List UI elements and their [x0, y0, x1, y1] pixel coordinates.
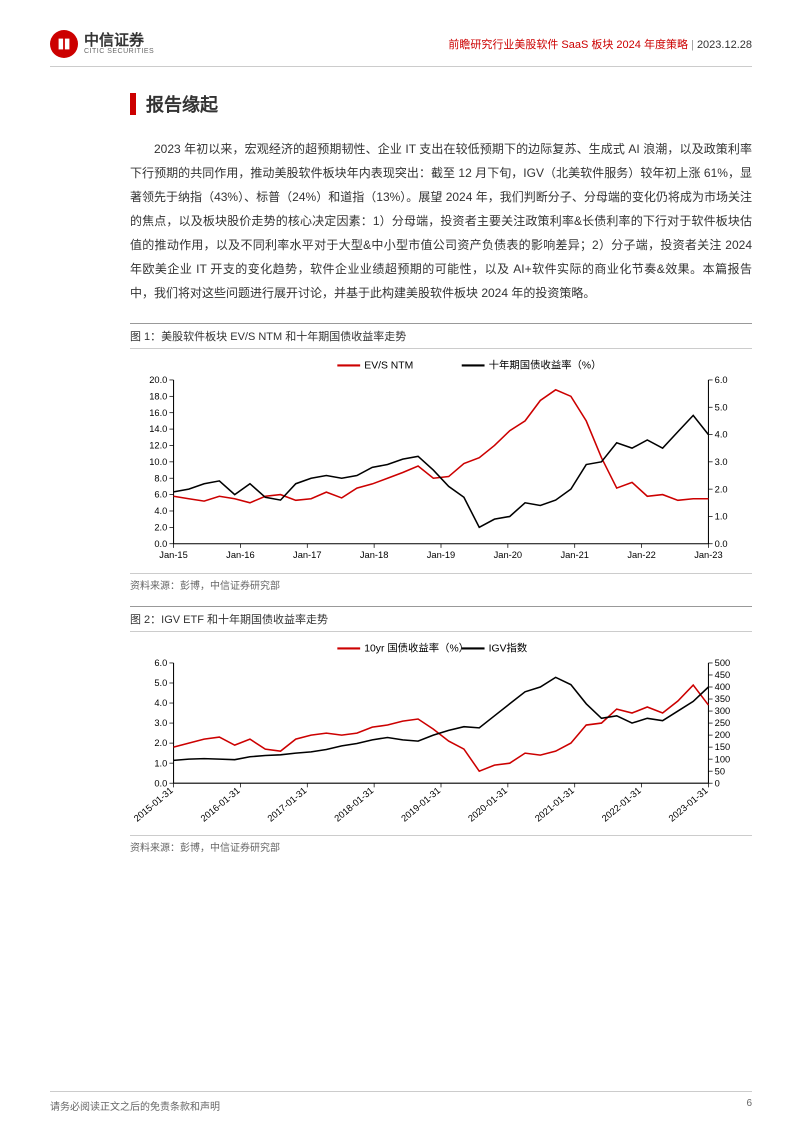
svg-text:300: 300 [715, 706, 731, 716]
page-footer: 请务必阅读正文之后的免责条款和声明 6 [50, 1091, 752, 1113]
chart-2-block: 图 2：IGV ETF 和十年期国债收益率走势 10yr 国债收益率（%） IGV… [130, 606, 752, 854]
section-heading: 报告缘起 [130, 91, 752, 117]
chart-1: EV/S NTM 十年期国债收益率（%） 0.0 2.0 4.0 6.0 8.0 10.0 12… [130, 353, 752, 571]
svg-text:20.0: 20.0 [149, 375, 167, 385]
svg-text:2.0: 2.0 [154, 738, 167, 748]
svg-text:Jan-18: Jan-18 [360, 550, 388, 560]
svg-text:1.0: 1.0 [715, 512, 728, 522]
header-divider [50, 66, 752, 67]
svg-text:5.0: 5.0 [715, 402, 728, 412]
footer-disclaimer: 请务必阅读正文之后的免责条款和声明 [50, 1098, 220, 1113]
chart-2: 10yr 国债收益率（%）IGV指数0.01.02.03.04.05.06.00… [130, 636, 752, 833]
svg-text:Jan-17: Jan-17 [293, 550, 321, 560]
svg-text:2017-01-31: 2017-01-31 [266, 785, 309, 823]
svg-text:2.0: 2.0 [154, 522, 167, 532]
svg-text:2015-01-31: 2015-01-31 [132, 785, 175, 823]
logo: 中信证券 CITIC SECURITIES [50, 30, 154, 58]
svg-text:50: 50 [715, 766, 725, 776]
svg-text:1.0: 1.0 [154, 758, 167, 768]
svg-text:4.0: 4.0 [715, 430, 728, 440]
svg-text:150: 150 [715, 742, 731, 752]
chart-1-title: 图 1：美股软件板块 EV/S NTM 和十年期国债收益率走势 [130, 323, 752, 349]
svg-text:18.0: 18.0 [149, 391, 167, 401]
svg-text:6.0: 6.0 [715, 375, 728, 385]
footer-page-number: 6 [746, 1098, 752, 1113]
svg-text:16.0: 16.0 [149, 408, 167, 418]
svg-text:2023-01-31: 2023-01-31 [667, 785, 710, 823]
section-marker-icon [130, 93, 136, 115]
svg-text:5.0: 5.0 [154, 678, 167, 688]
svg-text:350: 350 [715, 694, 731, 704]
svg-text:8.0: 8.0 [154, 473, 167, 483]
svg-text:Jan-20: Jan-20 [494, 550, 522, 560]
svg-text:IGV指数: IGV指数 [489, 641, 528, 654]
svg-text:Jan-16: Jan-16 [226, 550, 254, 560]
svg-text:250: 250 [715, 718, 731, 728]
svg-text:2016-01-31: 2016-01-31 [199, 785, 242, 823]
svg-text:14.0: 14.0 [149, 424, 167, 434]
svg-text:200: 200 [715, 730, 731, 740]
logo-text-cn: 中信证券 [84, 33, 154, 48]
svg-text:4.0: 4.0 [154, 698, 167, 708]
chart-2-source: 资料来源：彭博，中信证券研究部 [130, 835, 752, 854]
logo-icon [50, 30, 78, 58]
header-title-block: 前瞻研究行业美股软件 SaaS 板块 2024 年度策略 | 2023.12.2… [448, 36, 752, 52]
svg-text:12.0: 12.0 [149, 441, 167, 451]
svg-text:2021-01-31: 2021-01-31 [533, 785, 576, 823]
body-paragraph: 2023 年初以来，宏观经济的超预期韧性、企业 IT 支出在较低预期下的边际复苏… [130, 137, 752, 305]
svg-text:Jan-23: Jan-23 [694, 550, 722, 560]
svg-text:3.0: 3.0 [715, 457, 728, 467]
svg-text:10yr 国债收益率（%）: 10yr 国债收益率（%） [364, 641, 469, 654]
svg-text:500: 500 [715, 658, 731, 668]
svg-text:10.0: 10.0 [149, 457, 167, 467]
header-date: 2023.12.28 [697, 39, 752, 51]
svg-text:100: 100 [715, 754, 731, 764]
svg-text:400: 400 [715, 682, 731, 692]
svg-text:EV/S NTM: EV/S NTM [364, 361, 413, 372]
svg-text:4.0: 4.0 [154, 506, 167, 516]
svg-text:450: 450 [715, 670, 731, 680]
svg-text:3.0: 3.0 [154, 718, 167, 728]
svg-text:2022-01-31: 2022-01-31 [600, 785, 643, 823]
svg-text:0.0: 0.0 [154, 539, 167, 549]
chart-1-block: 图 1：美股软件板块 EV/S NTM 和十年期国债收益率走势 EV/S NTM… [130, 323, 752, 592]
svg-text:2020-01-31: 2020-01-31 [466, 785, 509, 823]
logo-text-en: CITIC SECURITIES [84, 48, 154, 55]
header-title: 前瞻研究行业美股软件 SaaS 板块 2024 年度策略 [448, 39, 688, 51]
section-title: 报告缘起 [146, 91, 218, 117]
chart-2-title: 图 2：IGV ETF 和十年期国债收益率走势 [130, 606, 752, 632]
chart-1-source: 资料来源：彭博，中信证券研究部 [130, 573, 752, 592]
svg-text:2018-01-31: 2018-01-31 [333, 785, 376, 823]
svg-text:6.0: 6.0 [154, 658, 167, 668]
svg-text:Jan-22: Jan-22 [627, 550, 655, 560]
svg-text:Jan-19: Jan-19 [427, 550, 455, 560]
svg-text:Jan-15: Jan-15 [159, 550, 187, 560]
svg-text:0: 0 [715, 778, 720, 788]
page-header: 中信证券 CITIC SECURITIES 前瞻研究行业美股软件 SaaS 板块… [50, 30, 752, 58]
svg-text:十年期国债收益率（%）: 十年期国债收益率（%） [489, 359, 602, 372]
svg-text:2019-01-31: 2019-01-31 [399, 785, 442, 823]
svg-text:6.0: 6.0 [154, 490, 167, 500]
svg-text:0.0: 0.0 [715, 539, 728, 549]
svg-text:2.0: 2.0 [715, 484, 728, 494]
svg-text:Jan-21: Jan-21 [560, 550, 588, 560]
